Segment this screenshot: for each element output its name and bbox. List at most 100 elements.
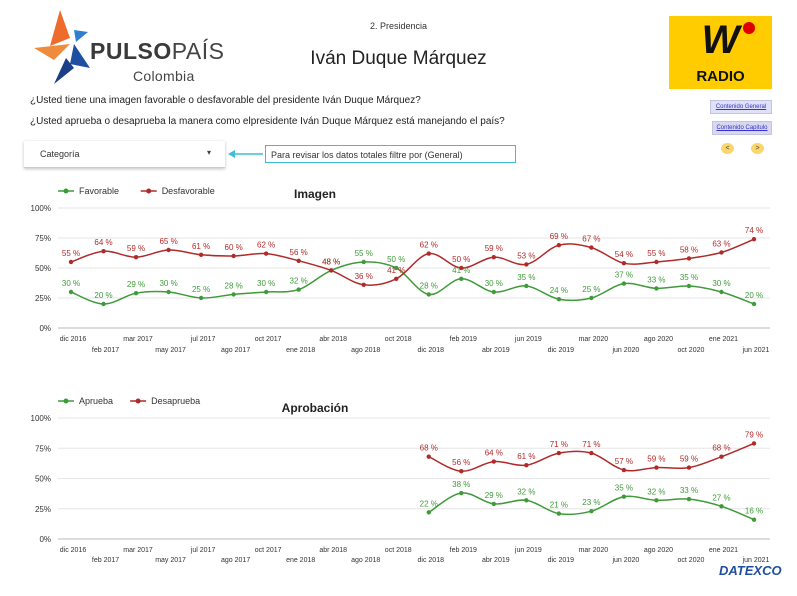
next-page-button[interactable]: > bbox=[751, 143, 764, 154]
data-point bbox=[166, 247, 171, 253]
data-point bbox=[101, 301, 106, 307]
x-tick-label: ago 2017 bbox=[221, 557, 250, 564]
data-point bbox=[654, 259, 659, 265]
data-point bbox=[686, 283, 692, 289]
x-tick-label: oct 2020 bbox=[678, 347, 705, 354]
radio-logo-w: W bbox=[701, 18, 740, 62]
x-tick-label: ago 2020 bbox=[644, 336, 673, 343]
data-point bbox=[263, 289, 269, 295]
x-tick-label: jul 2017 bbox=[190, 336, 216, 343]
chart-title: Aprobación bbox=[282, 401, 349, 415]
chapter-content-button[interactable]: Contenido Capitulo bbox=[712, 121, 772, 135]
logo-brand-light: PAÍS bbox=[171, 38, 225, 64]
legend-marker bbox=[63, 188, 69, 194]
data-label: 25 % bbox=[192, 285, 210, 294]
logo-brand-bold: PULSO bbox=[90, 38, 172, 64]
chart-legend: Aprueba Desaprueba bbox=[58, 396, 200, 406]
data-label: 33 % bbox=[647, 275, 665, 284]
x-tick-label: ene 2018 bbox=[286, 347, 315, 354]
section-label: 2. Presidencia bbox=[369, 21, 428, 31]
data-point bbox=[654, 465, 659, 470]
prev-page-button[interactable]: < bbox=[721, 143, 734, 154]
data-label: 59 % bbox=[127, 244, 145, 253]
data-point bbox=[751, 301, 757, 307]
data-point bbox=[263, 251, 269, 256]
data-point bbox=[328, 268, 334, 273]
data-point bbox=[394, 265, 399, 271]
data-point bbox=[719, 289, 724, 295]
x-tick-label: feb 2019 bbox=[450, 547, 477, 554]
x-tick-label: jun 2021 bbox=[742, 557, 770, 564]
data-label: 24 % bbox=[550, 286, 568, 295]
data-point bbox=[524, 462, 529, 468]
data-label: 32 % bbox=[290, 277, 308, 286]
data-label: 59 % bbox=[680, 455, 698, 464]
data-point bbox=[68, 259, 74, 265]
data-label: 28 % bbox=[420, 281, 438, 290]
y-tick-label: 25% bbox=[35, 294, 51, 303]
data-label: 62 % bbox=[420, 241, 438, 250]
data-point bbox=[133, 255, 139, 260]
data-label: 33 % bbox=[680, 486, 698, 495]
legend-item-desfavorable: Desfavorable bbox=[162, 186, 215, 196]
data-label: 20 % bbox=[94, 291, 112, 300]
data-point bbox=[296, 258, 301, 263]
arrow-left-icon bbox=[228, 150, 263, 158]
data-point bbox=[719, 504, 724, 509]
data-label: 55 % bbox=[62, 249, 80, 258]
data-point bbox=[556, 450, 562, 456]
x-tick-label: feb 2017 bbox=[92, 347, 119, 354]
x-tick-label: dic 2016 bbox=[60, 336, 87, 343]
data-label: 36 % bbox=[355, 272, 373, 281]
chart-title: Imagen bbox=[294, 187, 336, 201]
data-label: 79 % bbox=[745, 430, 763, 439]
x-tick-label: dic 2019 bbox=[548, 347, 575, 354]
x-tick-label: abr 2019 bbox=[482, 347, 510, 354]
series-line-favorable bbox=[70, 261, 755, 305]
data-label: 68 % bbox=[420, 444, 438, 453]
x-tick-label: dic 2018 bbox=[418, 347, 445, 354]
x-tick-label: oct 2017 bbox=[255, 336, 282, 343]
x-tick-label: mar 2017 bbox=[123, 547, 153, 554]
x-tick-label: ene 2018 bbox=[286, 557, 315, 564]
legend-item-favorable: Favorable bbox=[79, 186, 119, 196]
category-dropdown[interactable]: Categoría ▾ bbox=[24, 141, 225, 168]
data-label: 62 % bbox=[257, 241, 275, 250]
data-point bbox=[686, 256, 692, 261]
data-point bbox=[654, 498, 659, 503]
data-label: 56 % bbox=[452, 458, 470, 467]
data-point bbox=[459, 276, 464, 281]
data-label: 35 % bbox=[615, 484, 633, 493]
data-point bbox=[361, 282, 366, 287]
data-label: 61 % bbox=[192, 242, 210, 251]
pulso-pais-logo bbox=[34, 10, 90, 84]
data-label: 28 % bbox=[225, 281, 243, 290]
data-label: 55 % bbox=[647, 249, 665, 258]
chevron-down-icon: ▾ bbox=[206, 148, 211, 157]
x-tick-label: mar 2020 bbox=[579, 547, 609, 554]
data-label: 21 % bbox=[550, 501, 568, 510]
x-tick-label: dic 2018 bbox=[418, 557, 445, 564]
data-point bbox=[459, 469, 464, 474]
x-tick-label: feb 2017 bbox=[92, 557, 119, 564]
x-tick-label: ago 2018 bbox=[351, 347, 380, 354]
x-tick-label: jun 2020 bbox=[611, 347, 639, 354]
data-point bbox=[719, 250, 724, 255]
data-point bbox=[101, 249, 106, 254]
chart-legend: Favorable Desfavorable bbox=[58, 186, 215, 196]
data-point bbox=[426, 454, 431, 459]
legend-item-aprueba: Aprueba bbox=[79, 396, 113, 406]
x-tick-label: ago 2020 bbox=[644, 547, 673, 554]
general-content-button[interactable]: Contenido General bbox=[710, 100, 772, 114]
data-label: 16 % bbox=[745, 507, 763, 516]
data-point bbox=[621, 494, 627, 499]
data-point bbox=[524, 498, 529, 503]
data-point bbox=[556, 297, 562, 302]
x-tick-label: dic 2019 bbox=[548, 557, 575, 564]
x-tick-label: ago 2017 bbox=[221, 347, 250, 354]
category-dropdown-label: Categoría bbox=[40, 149, 80, 159]
datexco-logo: DATEXCO bbox=[719, 563, 782, 578]
data-point bbox=[524, 262, 529, 267]
x-tick-label: mar 2017 bbox=[123, 336, 153, 343]
data-point bbox=[459, 265, 464, 271]
